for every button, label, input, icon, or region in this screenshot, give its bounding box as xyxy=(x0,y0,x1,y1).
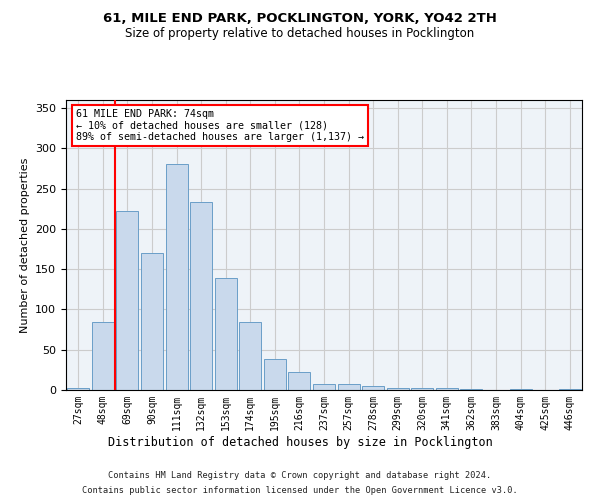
Bar xyxy=(67,388,89,390)
Bar xyxy=(215,278,237,390)
Text: Contains HM Land Registry data © Crown copyright and database right 2024.: Contains HM Land Registry data © Crown c… xyxy=(109,471,491,480)
Bar xyxy=(411,388,433,390)
Text: 61, MILE END PARK, POCKLINGTON, YORK, YO42 2TH: 61, MILE END PARK, POCKLINGTON, YORK, YO… xyxy=(103,12,497,26)
Text: Distribution of detached houses by size in Pocklington: Distribution of detached houses by size … xyxy=(107,436,493,449)
Bar xyxy=(460,389,482,390)
Bar xyxy=(190,202,212,390)
Bar xyxy=(92,322,114,390)
Bar xyxy=(386,388,409,390)
Bar xyxy=(141,253,163,390)
Bar xyxy=(264,360,286,390)
Bar xyxy=(509,389,532,390)
Bar xyxy=(436,388,458,390)
Bar xyxy=(239,322,262,390)
Bar xyxy=(313,384,335,390)
Bar xyxy=(362,386,384,390)
Bar xyxy=(338,384,359,390)
Text: Size of property relative to detached houses in Pocklington: Size of property relative to detached ho… xyxy=(125,28,475,40)
Y-axis label: Number of detached properties: Number of detached properties xyxy=(20,158,29,332)
Bar xyxy=(116,211,139,390)
Text: 61 MILE END PARK: 74sqm
← 10% of detached houses are smaller (128)
89% of semi-d: 61 MILE END PARK: 74sqm ← 10% of detache… xyxy=(76,108,364,142)
Bar xyxy=(559,389,581,390)
Bar xyxy=(166,164,188,390)
Text: Contains public sector information licensed under the Open Government Licence v3: Contains public sector information licen… xyxy=(82,486,518,495)
Bar xyxy=(289,372,310,390)
